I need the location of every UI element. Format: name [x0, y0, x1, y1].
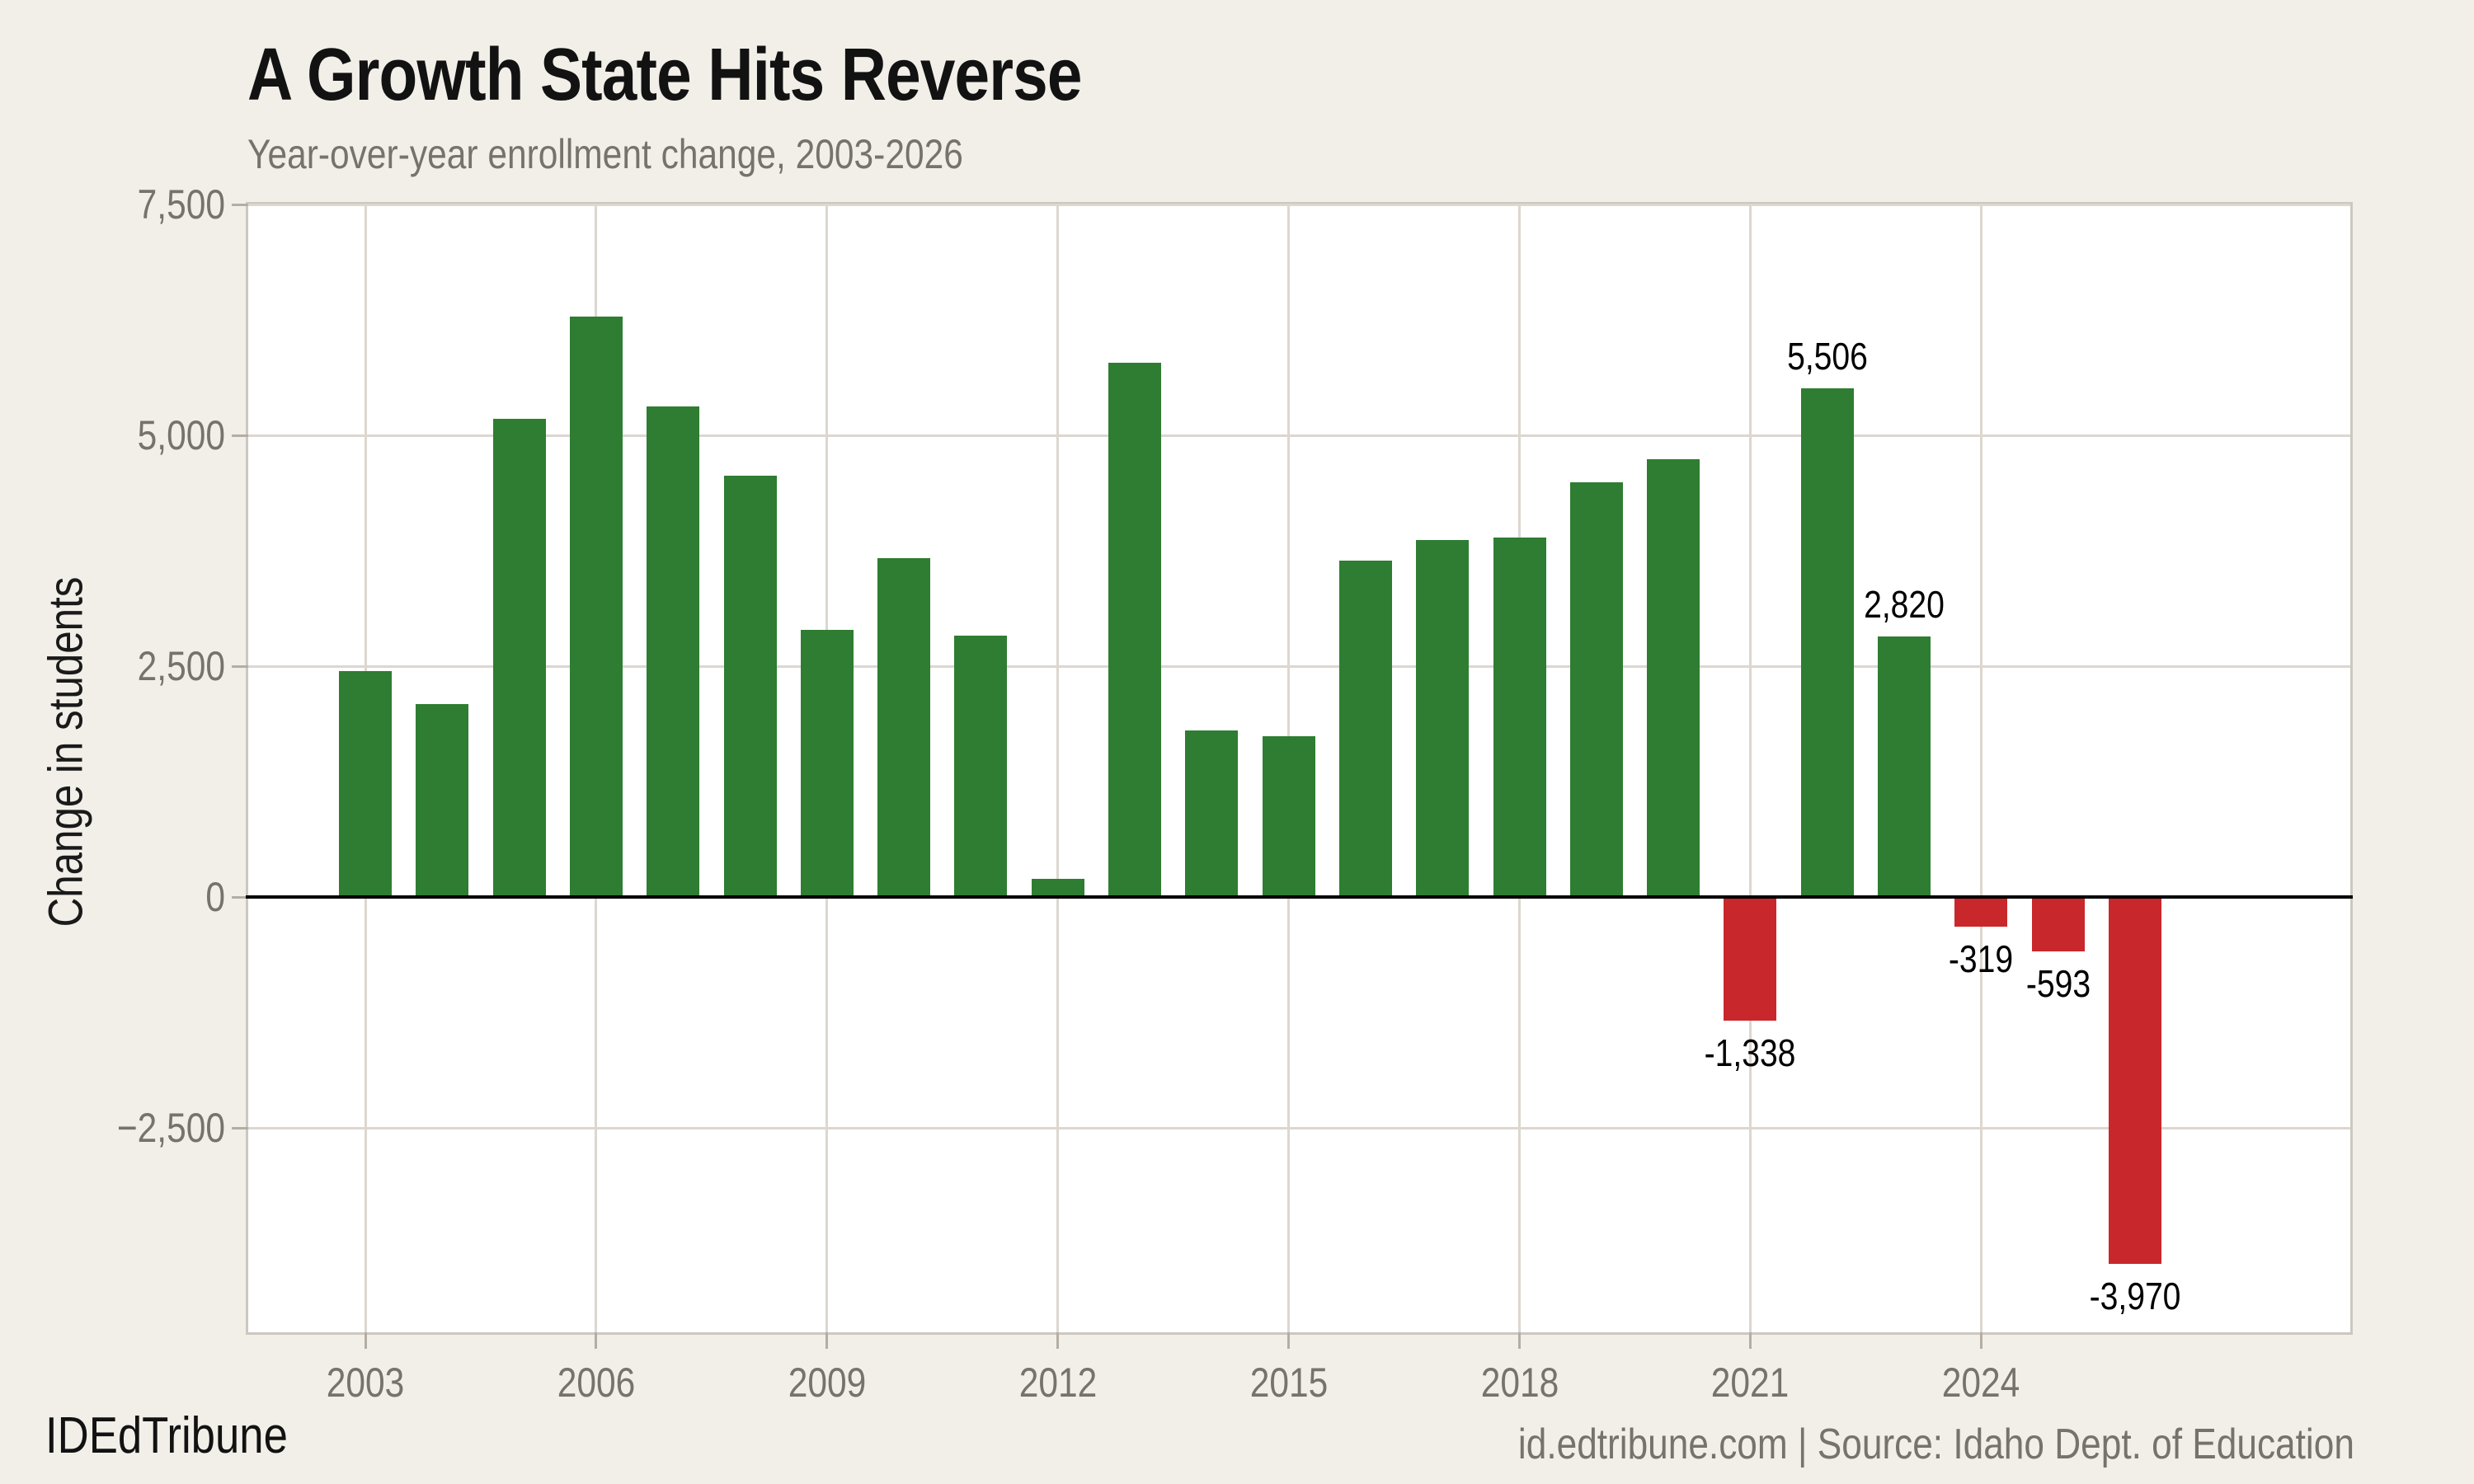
vertical-gridline — [1979, 204, 1982, 1332]
y-axis-tick-label: −2,500 — [116, 1105, 225, 1152]
zero-axis-line — [246, 895, 2353, 899]
bar-positive-2011 — [954, 636, 1008, 897]
bar-negative-2026 — [2108, 897, 2161, 1264]
bar-positive-2010 — [877, 557, 931, 898]
bar-value-label: 2,820 — [1864, 583, 1945, 627]
bar-negative-2021 — [1724, 897, 1777, 1021]
bar-positive-2014 — [1185, 730, 1239, 897]
bar-value-label: 5,506 — [1786, 335, 1868, 378]
x-axis-tick-label: 2021 — [1711, 1360, 1790, 1406]
bar-positive-2020 — [1647, 459, 1700, 898]
horizontal-gridline — [248, 434, 2350, 437]
bar-negative-2025 — [2031, 897, 2085, 952]
bar-value-label: -3,970 — [2089, 1274, 2181, 1317]
x-axis-tick-label: 2006 — [557, 1360, 636, 1406]
y-axis-tick — [232, 434, 248, 437]
x-axis-tick — [1287, 1332, 1291, 1349]
chart-title: A Growth State Hits Reverse — [247, 34, 1082, 116]
bar-positive-2018 — [1493, 538, 1546, 898]
bar-positive-2006 — [569, 316, 623, 897]
bar-positive-2003 — [339, 670, 392, 898]
plot-area: 2003 2006 2009 2012 2015 2018 2021 2024 7,500 5,0… — [117, 181, 2353, 1406]
x-axis-tick — [1518, 1332, 1521, 1349]
bar-positive-2008 — [723, 476, 777, 897]
bar-negative-2024 — [1954, 897, 2008, 927]
y-axis-tick — [232, 665, 248, 668]
publisher-brand: IDEdTribune — [45, 1407, 288, 1464]
vertical-gridline — [1748, 204, 1752, 1332]
horizontal-gridline — [248, 665, 2350, 668]
bar-positive-2017 — [1416, 539, 1470, 897]
bar-positive-2013 — [1108, 362, 1161, 897]
bar-value-label: -1,338 — [1704, 1031, 1796, 1074]
x-axis-tick — [1979, 1332, 1982, 1349]
bar-positive-2012 — [1031, 878, 1084, 897]
x-axis-tick-label: 2018 — [1480, 1360, 1559, 1406]
y-axis-tick-label: 2,500 — [137, 643, 225, 689]
bar-positive-2004 — [416, 703, 469, 897]
bar-positive-2015 — [1262, 736, 1315, 897]
y-axis-tick — [232, 203, 248, 206]
x-axis-tick — [595, 1332, 598, 1349]
y-axis-tick-label: 7,500 — [137, 181, 225, 228]
bar-positive-2009 — [800, 630, 854, 898]
bar-positive-2005 — [492, 418, 546, 898]
bar-value-label: -593 — [2025, 962, 2091, 1006]
x-axis-tick-label: 2015 — [1249, 1360, 1328, 1406]
x-axis-tick — [1748, 1332, 1752, 1349]
x-axis-tick-label: 2003 — [326, 1360, 405, 1406]
y-axis-tick-label: 5,000 — [137, 412, 225, 458]
horizontal-gridline — [248, 203, 2350, 206]
bar-positive-2016 — [1338, 561, 1392, 898]
horizontal-gridline — [248, 1126, 2350, 1129]
x-axis-tick-label: 2012 — [1018, 1360, 1097, 1406]
y-axis-tick — [232, 1126, 248, 1129]
x-axis-tick — [825, 1332, 829, 1349]
bar-positive-2023 — [1878, 636, 1931, 898]
x-axis-tick — [1056, 1332, 1060, 1349]
x-axis-tick — [364, 1332, 367, 1349]
bar-positive-2007 — [647, 406, 700, 897]
y-axis-tick-label: 0 — [205, 874, 225, 921]
x-axis-tick-label: 2009 — [788, 1360, 867, 1406]
vertical-gridline — [1056, 204, 1060, 1332]
bar-value-label: -319 — [1949, 937, 2014, 980]
y-axis-tick — [232, 895, 248, 899]
bar-positive-2022 — [1800, 388, 1854, 897]
x-axis-tick-label: 2024 — [1942, 1360, 2020, 1406]
bar-positive-2019 — [1569, 482, 1623, 898]
chart-subtitle: Year-over-year enrollment change, 2003-2… — [247, 131, 963, 177]
source-credit: id.edtribune.com | Source: Idaho Dept. o… — [1518, 1421, 2354, 1468]
